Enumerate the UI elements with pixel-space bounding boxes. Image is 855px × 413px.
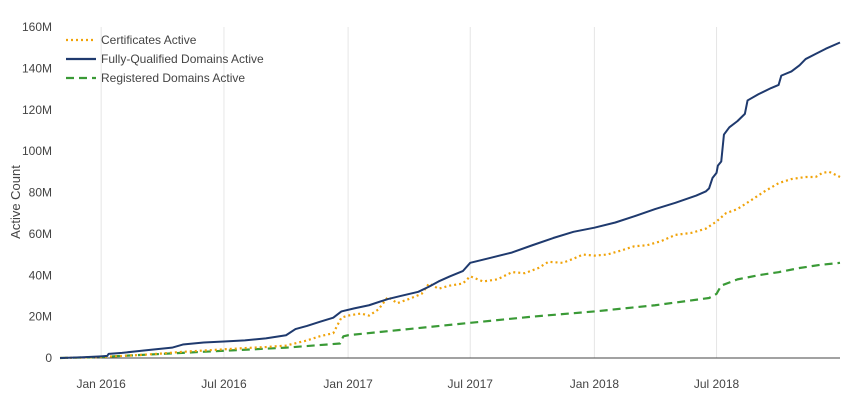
y-tick-label: 80M bbox=[29, 186, 52, 200]
x-tick-label: Jan 2016 bbox=[76, 377, 126, 391]
y-axis-title: Active Count bbox=[8, 165, 23, 239]
legend-label[interactable]: Registered Domains Active bbox=[101, 71, 245, 85]
gridlines bbox=[100, 27, 718, 358]
y-tick-label: 60M bbox=[29, 227, 52, 241]
y-tick-label: 20M bbox=[29, 310, 52, 324]
y-tick-label: 0 bbox=[45, 351, 52, 365]
legend[interactable]: Certificates Active Fully-Qualified Domai… bbox=[66, 33, 264, 85]
y-tick-label: 120M bbox=[22, 103, 52, 117]
x-tick-label: Jan 2018 bbox=[570, 377, 620, 391]
legend-label[interactable]: Certificates Active bbox=[101, 33, 197, 47]
y-tick-label: 100M bbox=[22, 144, 52, 158]
y-tick-label: 140M bbox=[22, 61, 52, 75]
series-line-0 bbox=[59, 170, 841, 360]
series-line-2 bbox=[59, 261, 841, 360]
series-line-1 bbox=[59, 41, 841, 359]
x-tick-label: Jul 2018 bbox=[694, 377, 740, 391]
y-tick-label: 40M bbox=[29, 268, 52, 282]
axes: Jan 2016 Jul 2016 Jan 2017 Jul 2017 Jan 2018… bbox=[22, 20, 840, 391]
x-tick-label: Jul 2016 bbox=[201, 377, 247, 391]
legend-label[interactable]: Fully-Qualified Domains Active bbox=[101, 52, 264, 66]
y-tick-label: 160M bbox=[22, 20, 52, 34]
x-tick-label: Jan 2017 bbox=[323, 377, 373, 391]
series-lines bbox=[59, 41, 841, 360]
x-tick-label: Jul 2017 bbox=[448, 377, 494, 391]
